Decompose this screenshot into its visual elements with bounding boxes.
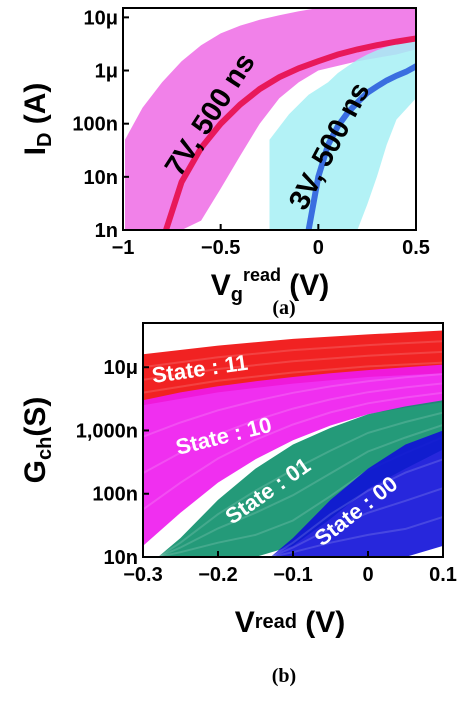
chart-b-x-tick-label: −0.2 [198, 564, 237, 586]
chart-b-y-tick-label: 10μ [104, 357, 138, 379]
chart-b-panel-label: (b) [272, 665, 296, 687]
chart-b-x-tick-label: −0.1 [273, 564, 312, 586]
chart-b-band-strand [143, 373, 443, 438]
chart-a-bands [125, 8, 416, 230]
chart-b-band-3 [270, 430, 443, 557]
chart-b-y-ticks: 10n 100n 1,000n 10μ [76, 357, 149, 569]
chart-b-x-tick-label: 0.1 [429, 564, 457, 586]
chart-b-band-1 [143, 364, 443, 546]
chart-a-x-tick-label: −1 [112, 237, 135, 259]
chart-b-x-axis-label: Vread (V) [235, 606, 346, 639]
chart-a-x-axis-label: Vgread (V) [211, 265, 330, 306]
chart-b-band-strand [143, 340, 443, 369]
chart-a-panel-label: (a) [272, 297, 295, 319]
chart-b-y-axis-label: Gch(S) [19, 397, 56, 484]
chart-b-band-strand [269, 458, 443, 557]
chart-a-lines [163, 35, 416, 230]
chart-b-bands [143, 330, 443, 557]
chart-b-band-strand [270, 516, 443, 557]
chart-b-band-strand [143, 382, 443, 474]
chart-a-x-ticks: −1 −0.5 0 0.5 [112, 224, 430, 259]
chart-b-band-2 [158, 400, 443, 557]
chart-a-y-tick-label: 1μ [95, 61, 118, 83]
chart-b-y-tick-label: 100n [92, 484, 138, 506]
chart-b-x-tick-label: 0 [362, 564, 373, 586]
chart-a-y-tick-label: 10μ [84, 7, 118, 29]
chart-b-band-strand [143, 361, 443, 394]
chart-b-band-strand [270, 487, 443, 557]
chart-a-frame [122, 7, 417, 231]
chart-b-band-strand [143, 391, 443, 511]
chart-b-x-ticks: −0.3 −0.2 −0.1 0 0.1 [123, 551, 457, 586]
chart-a-band-1 [269, 41, 416, 230]
chart-a-y-axis-label: ID (A) [19, 83, 56, 156]
chart-a-y-ticks: 1n 10n 100n 1μ 10μ [72, 7, 129, 242]
chart-a-y-tick-label: 10n [84, 167, 118, 189]
chart-b-y-tick-label: 1,000n [76, 420, 138, 442]
chart-b-y-tick-label: 10n [104, 547, 138, 569]
chart-a-x-tick-label: −0.5 [201, 237, 240, 259]
chart-a-x-tick-label: 0 [313, 237, 324, 259]
chart-b-x-tick-label: −0.3 [123, 564, 162, 586]
chart-a-y-tick-label: 1n [95, 220, 118, 242]
chart-b-band-strand [157, 411, 443, 557]
chart-a-series-line-0 [163, 35, 416, 230]
chart-a-x-tick-label: 0.5 [402, 237, 430, 259]
chart-a-series-line-1 [305, 63, 416, 230]
chart-b-band-strand [143, 350, 443, 381]
chart-b-band-strand [157, 423, 443, 557]
chart-a-y-tick-label: 100n [72, 114, 118, 136]
chart-a-band-0 [125, 8, 416, 230]
